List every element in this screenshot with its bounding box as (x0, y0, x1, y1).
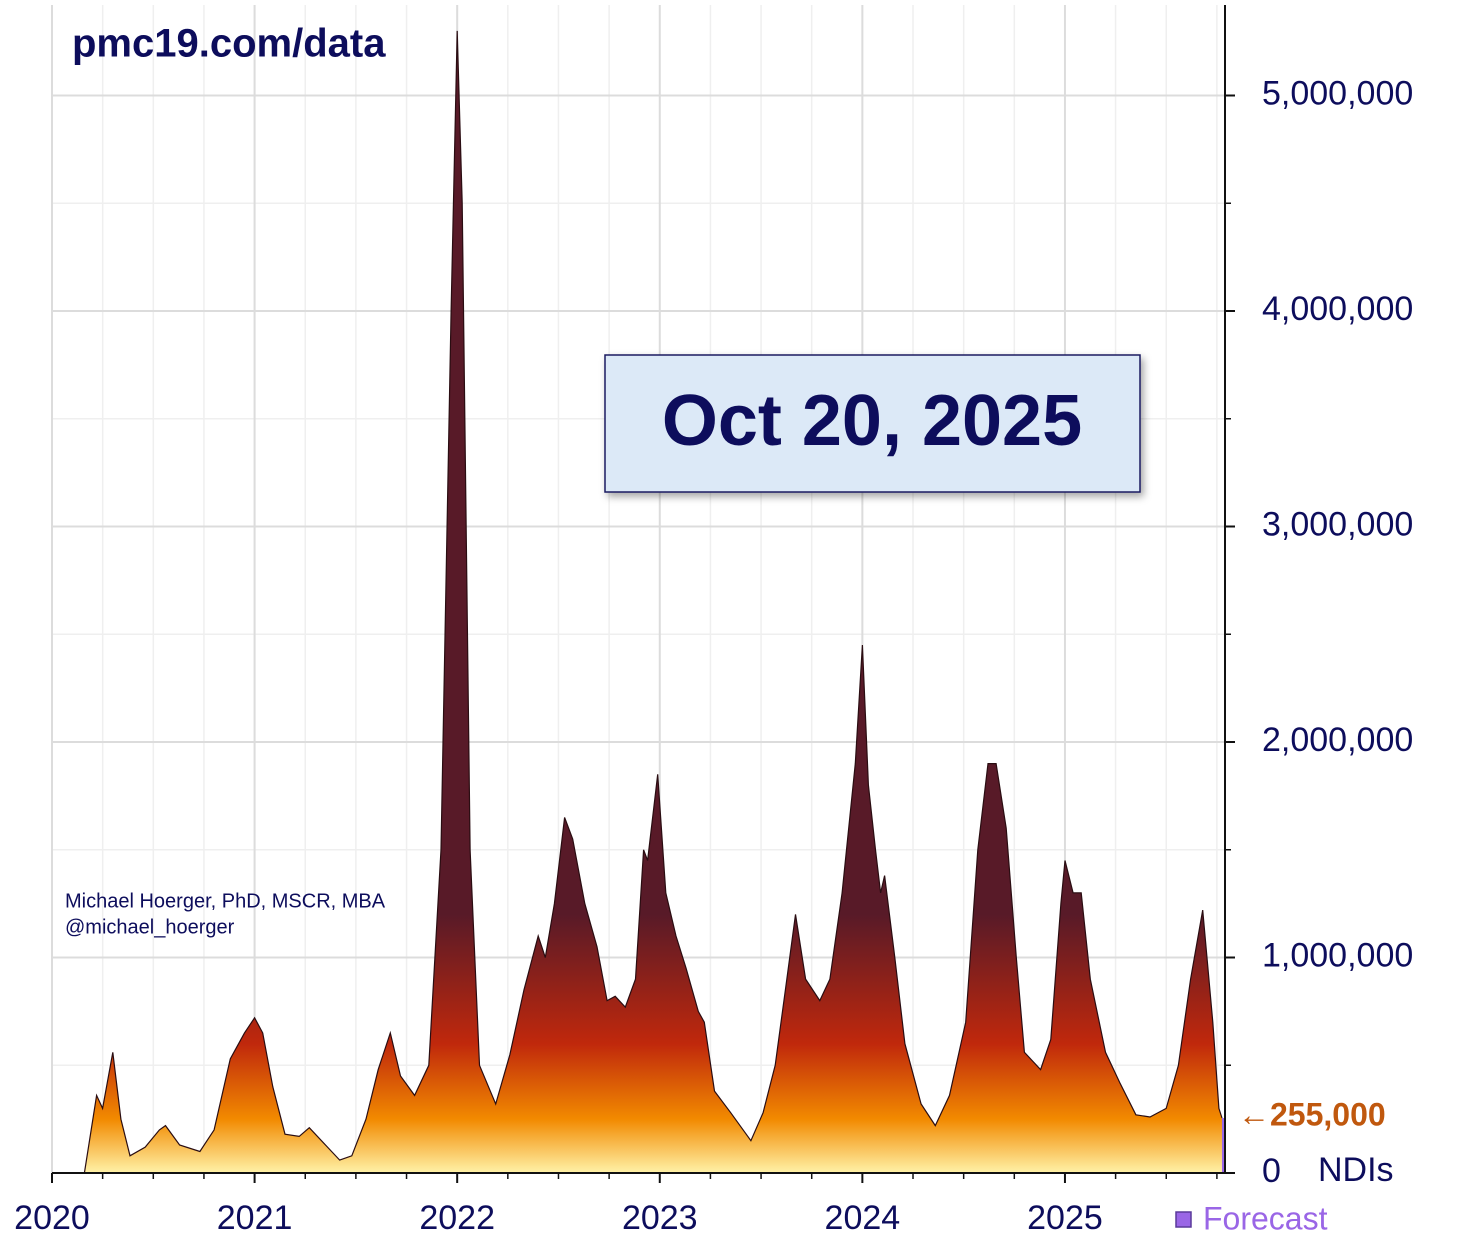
y-tick-label: 3,000,000 (1262, 505, 1413, 543)
date-box (604, 354, 1141, 493)
y-tick-label: 5,000,000 (1262, 74, 1413, 112)
x-tick-label: 2020 (14, 1199, 90, 1237)
last-value-label: ←255,000 (1238, 1096, 1386, 1132)
y-unit-label: NDIs (1318, 1151, 1394, 1189)
x-tick-label: 2025 (1027, 1199, 1103, 1237)
x-tick-label: 2022 (419, 1199, 495, 1237)
y-tick-label: 2,000,000 (1262, 721, 1413, 759)
credit: @michael_hoerger (65, 916, 235, 938)
chart-title: pmc19.com/data (72, 22, 386, 66)
credit: Michael Hoerger, PhD, MSCR, MBA (65, 890, 386, 912)
legend-label: Forecast (1203, 1200, 1328, 1236)
x-tick-label: 2024 (825, 1199, 901, 1237)
area-outline (83, 30, 1223, 1174)
y-tick-label: 1,000,000 (1262, 936, 1413, 974)
legend-swatch (1175, 1211, 1192, 1228)
date-label: Oct 20, 2025 (662, 381, 1082, 461)
y-tick-label: 4,000,000 (1262, 290, 1413, 328)
y-tick-label: 0 (1262, 1152, 1281, 1190)
x-tick-label: 2021 (217, 1199, 293, 1237)
x-tick-label: 2023 (622, 1199, 698, 1237)
axes: 2020 2021 2022 2023 2024 2025 0 1,000,000 2,000,… (14, 5, 1413, 1237)
